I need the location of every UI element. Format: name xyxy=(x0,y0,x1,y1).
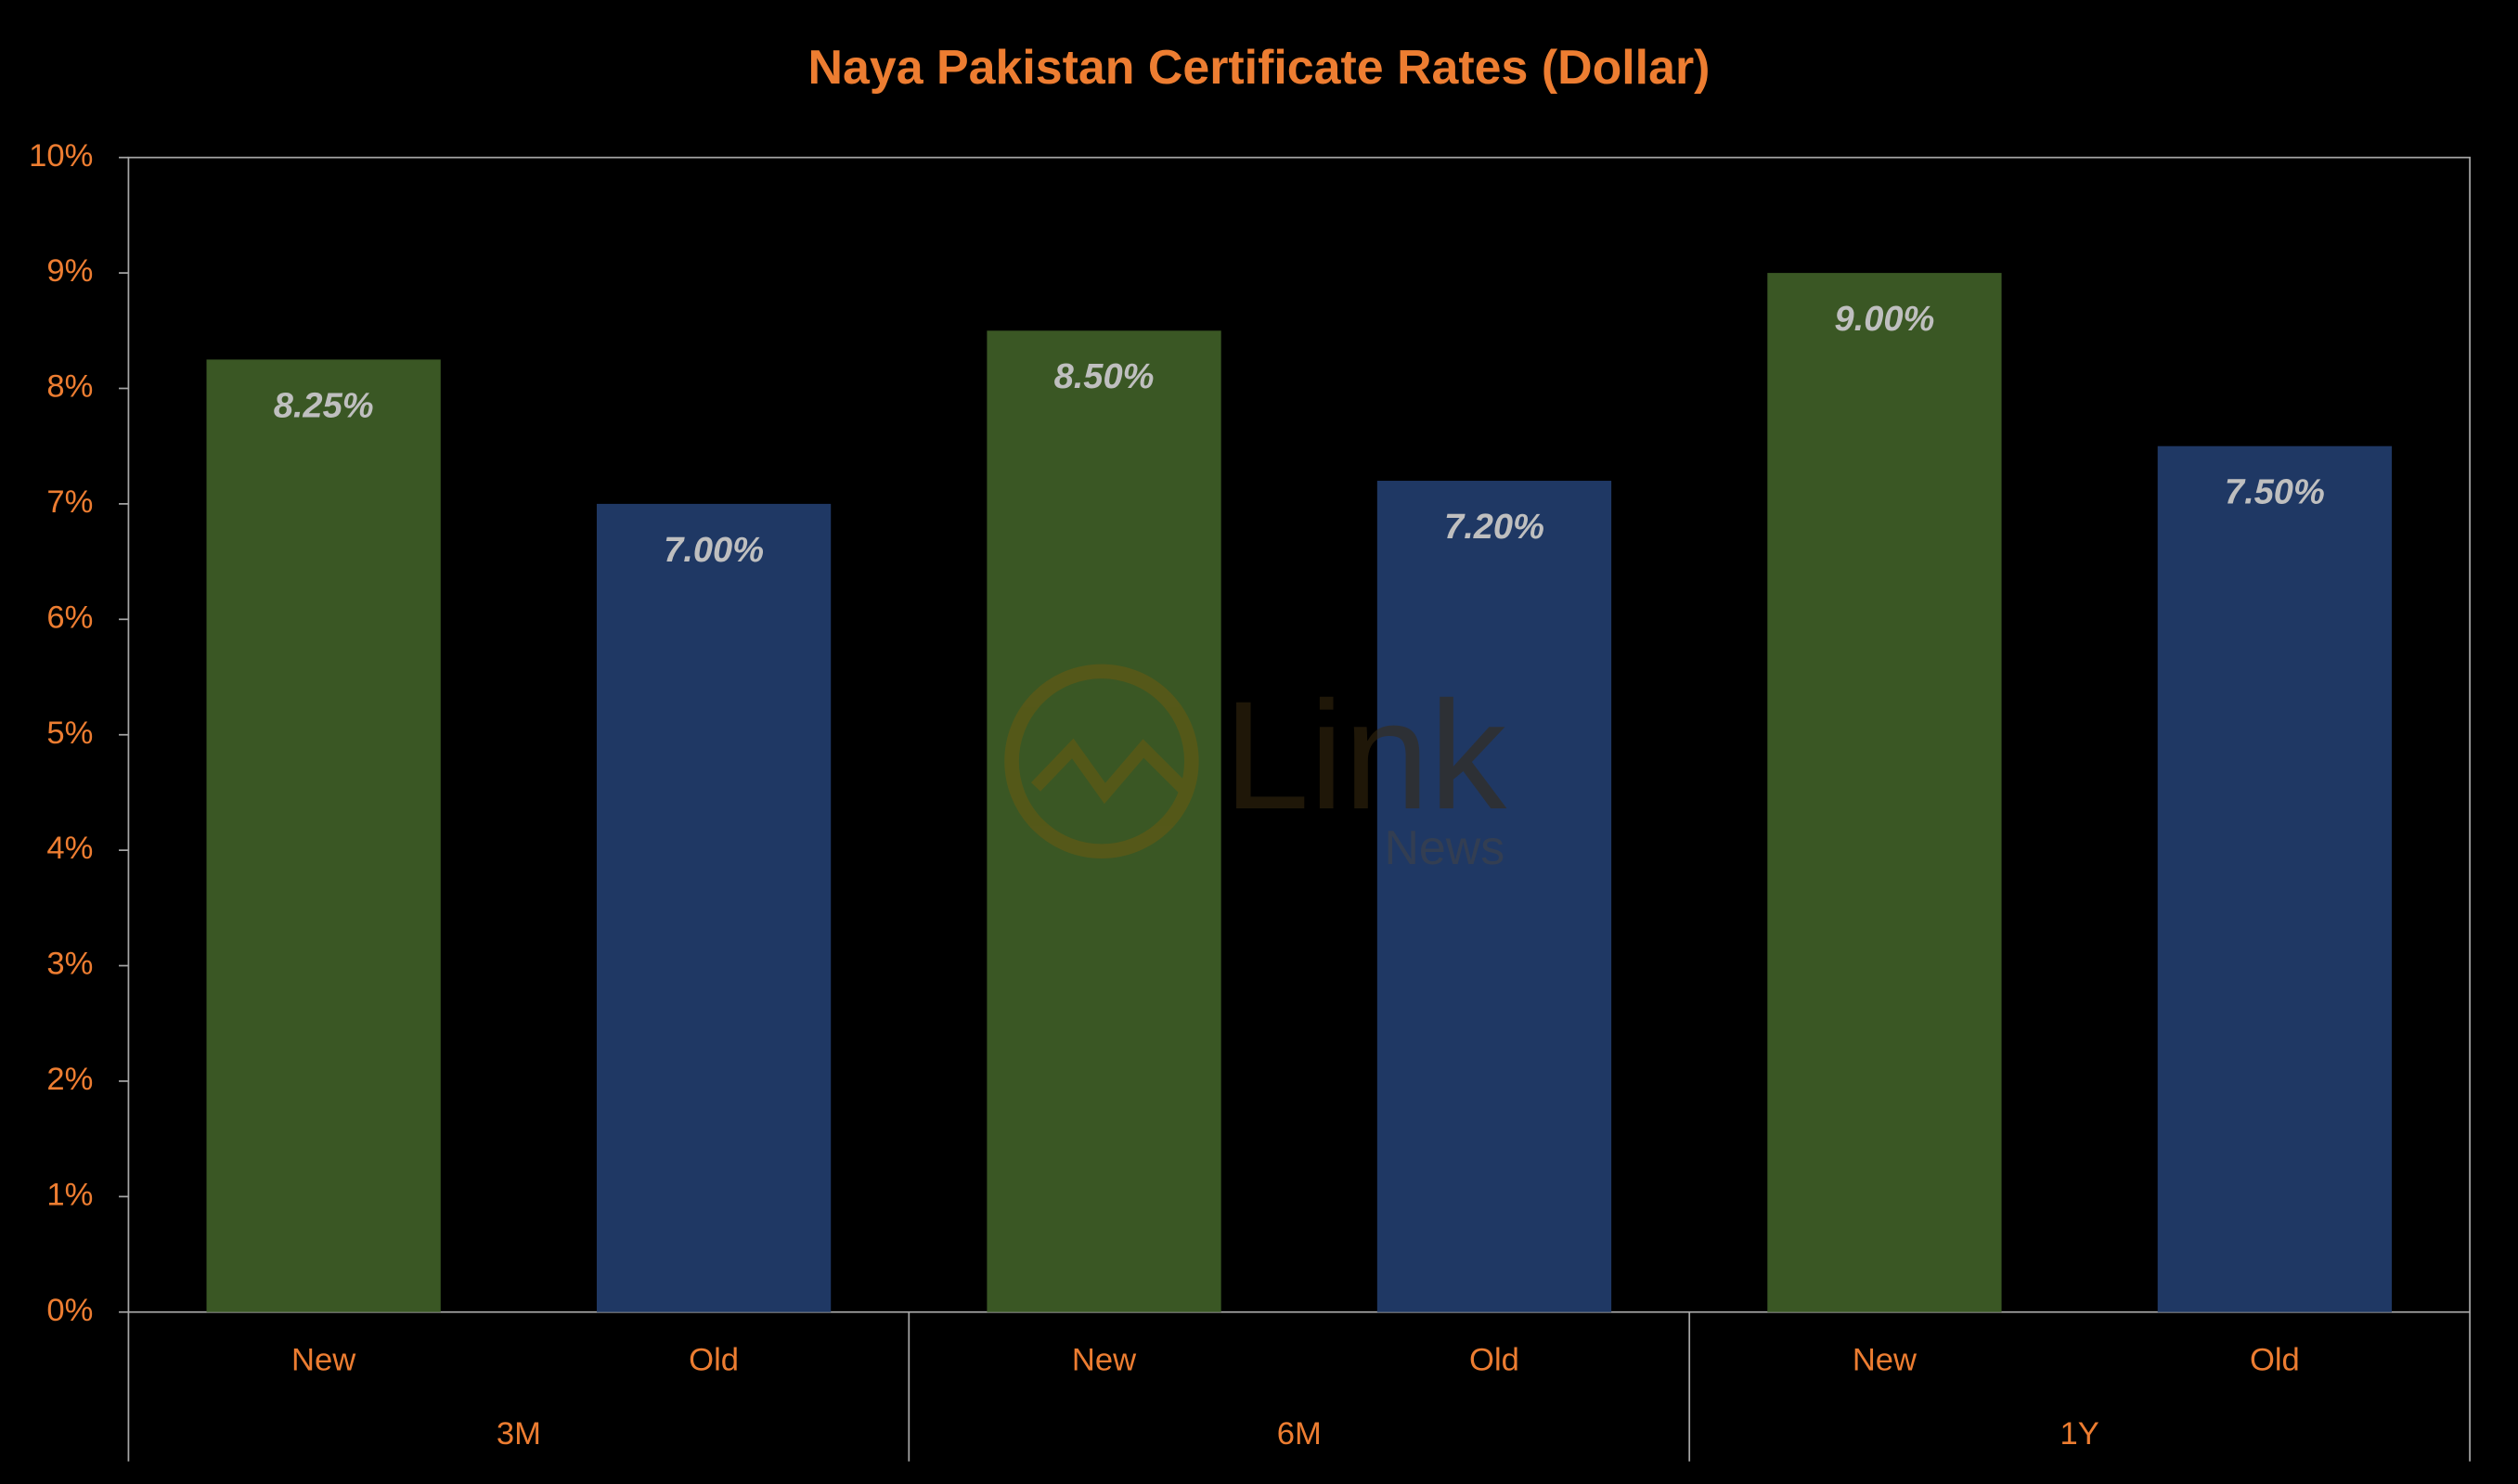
x-tick-label: New xyxy=(291,1343,356,1378)
x-tick-label: Old xyxy=(1469,1343,1519,1378)
value-label: 7.00% xyxy=(664,531,764,570)
bar xyxy=(1376,481,1612,1312)
group-label: 1Y xyxy=(2060,1416,2098,1452)
value-label: 9.00% xyxy=(1834,300,1934,339)
y-tick-label: 10% xyxy=(29,138,93,174)
y-tick-label: 6% xyxy=(46,600,93,635)
x-tick-label: New xyxy=(1853,1343,1918,1378)
value-label: 7.20% xyxy=(1444,508,1544,547)
y-tick-label: 1% xyxy=(46,1177,93,1212)
y-tick-label: 7% xyxy=(46,484,93,520)
bar xyxy=(206,359,441,1312)
y-tick-label: 2% xyxy=(46,1062,93,1097)
bar xyxy=(596,503,832,1312)
watermark-subtext: News xyxy=(1384,820,1504,874)
bar xyxy=(1767,273,2002,1312)
group-label: 6M xyxy=(1277,1416,1322,1452)
y-tick-label: 3% xyxy=(46,947,93,982)
watermark-logo-line xyxy=(1031,738,1194,805)
y-tick-label: 8% xyxy=(46,369,93,405)
y-tick-label: 0% xyxy=(46,1293,93,1328)
value-label: 8.50% xyxy=(1054,357,1155,396)
watermark-text: Link xyxy=(1223,670,1507,842)
x-tick-label: Old xyxy=(689,1343,739,1378)
bar xyxy=(2157,445,2393,1312)
y-tick-label: 9% xyxy=(46,253,93,289)
x-tick-label: New xyxy=(1072,1343,1137,1378)
bar xyxy=(987,330,1221,1312)
watermark-logo xyxy=(1004,664,1199,858)
y-tick-label: 4% xyxy=(46,831,93,866)
value-label: 7.50% xyxy=(2225,473,2325,512)
y-tick-label: 5% xyxy=(46,716,93,751)
value-label: 8.25% xyxy=(274,386,374,425)
group-label: 3M xyxy=(497,1416,541,1452)
chart-title: Naya Pakistan Certificate Rates (Dollar) xyxy=(808,40,1711,94)
watermark: Link News xyxy=(1004,664,1507,874)
x-tick-label: Old xyxy=(2250,1343,2300,1378)
